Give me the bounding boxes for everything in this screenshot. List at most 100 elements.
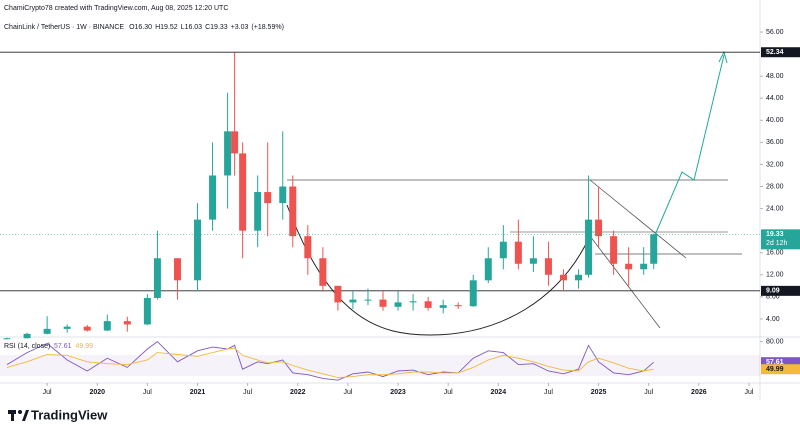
candle-body [394,302,402,307]
candle-body [439,305,447,308]
x-tick-label: 2024 [491,389,507,396]
y-tick-label: 8.00 [766,294,780,301]
rsi-value-label: 57.61 [766,359,784,366]
candle-body [349,299,357,303]
rsi-tick-label: 80.00 [766,338,784,345]
price-line-badge [761,47,800,58]
y-tick-label: 48.00 [766,73,784,80]
rsi-line [6,347,654,378]
x-tick-label: Jul [43,389,52,396]
candle-body [63,326,71,329]
candle-body [3,338,11,340]
candle-body [319,258,327,286]
projection-arrow [654,54,725,236]
rsi-legend-value: 49.99 [76,343,94,350]
x-tick-label: Jul [143,389,152,396]
rsi-value-label: 49.99 [766,366,784,373]
legend-text: 19.33 [210,24,228,31]
legend-text: 19.52 [160,24,178,31]
x-tick-label: 2020 [89,389,105,396]
candle-body [334,285,342,303]
candle-body [123,321,131,325]
x-tick-label: 2023 [390,389,406,396]
candle-body [83,326,91,331]
last-price-label: 19.33 [766,231,784,238]
x-tick-label: 2025 [591,389,607,396]
candle-body [544,258,552,275]
rsi-band [0,355,760,376]
candle-body [575,274,583,281]
legend-text: 16.30 [135,24,153,31]
x-tick-label: Jul [243,389,252,396]
x-tick-label: Jul [544,389,553,396]
symbol-legend: ChainLink / TetherUS · 1W · BINANCE O 16.3… [4,24,284,31]
y-tick-label: 40.00 [766,117,784,124]
price-line-badge [761,285,800,296]
candle-body [103,321,111,331]
candle-body [484,258,492,281]
price-line-label: 9.09 [766,288,780,295]
cup-curve [286,204,591,336]
rsi-badge [761,364,800,375]
legend-text: H [155,24,160,31]
rsi-badge [761,357,800,368]
candle-body [409,301,417,303]
candle-body [224,131,232,176]
y-tick-label: 4.00 [766,316,780,323]
candle-body [379,299,387,307]
candle-body [289,186,297,237]
wedge-upper [589,179,687,259]
candle-body [153,258,161,298]
y-tick-label: 12.00 [766,272,784,279]
candle-body [454,305,462,307]
candle-body [143,297,151,325]
candle-body [610,236,618,264]
candle-body [209,175,217,220]
candle-body [499,241,507,259]
x-tick-label: Jul [444,389,453,396]
last-price-badge [761,229,800,250]
candle-body [514,241,522,264]
candle-body [529,258,537,264]
author-line: ChamiCrypto78 created with TradingView.c… [4,5,228,12]
legend-text: 16.03 [185,24,203,31]
x-tick-label: 2026 [691,389,707,396]
candle-body [173,258,181,281]
wedge-lower [589,235,661,329]
y-tick-label: 56.00 [766,29,784,36]
y-tick-label: 28.00 [766,183,784,190]
x-tick-label: Jul [343,389,352,396]
candle-body [559,274,567,281]
candle-body [424,301,432,308]
y-tick-label: 16.00 [766,250,784,257]
y-tick-label: 36.00 [766,139,784,146]
candle-body [640,263,648,270]
y-tick-label: 24.00 [766,205,784,212]
x-tick-label: Jul [744,389,753,396]
candle-body [625,263,633,270]
candle-body [304,236,312,259]
legend-text: (+18.59%) [251,24,284,31]
x-tick-label: Jul [644,389,653,396]
legend-text: O [129,24,135,31]
candle-body [23,333,31,339]
legend-text: +3.03 [231,24,249,31]
candle-body [650,234,658,264]
price-line-label: 52.34 [766,49,784,56]
candle-body [194,219,202,281]
footer-brand: TradingView [31,407,108,422]
candle-body [231,131,239,154]
candle-body [364,299,372,301]
legend-text: C [205,24,210,31]
candle-body [239,153,247,231]
candle-body [469,280,477,307]
x-tick-label: 2021 [190,389,206,396]
candle-body [254,192,262,231]
footer-logo: TradingView [8,407,108,422]
rsi-legend-value: 57.61 [54,343,72,350]
countdown: 2d 12h [766,240,788,247]
legend-text: ChainLink / TetherUS · 1W · BINANCE [4,24,124,31]
candle-body [43,328,51,334]
